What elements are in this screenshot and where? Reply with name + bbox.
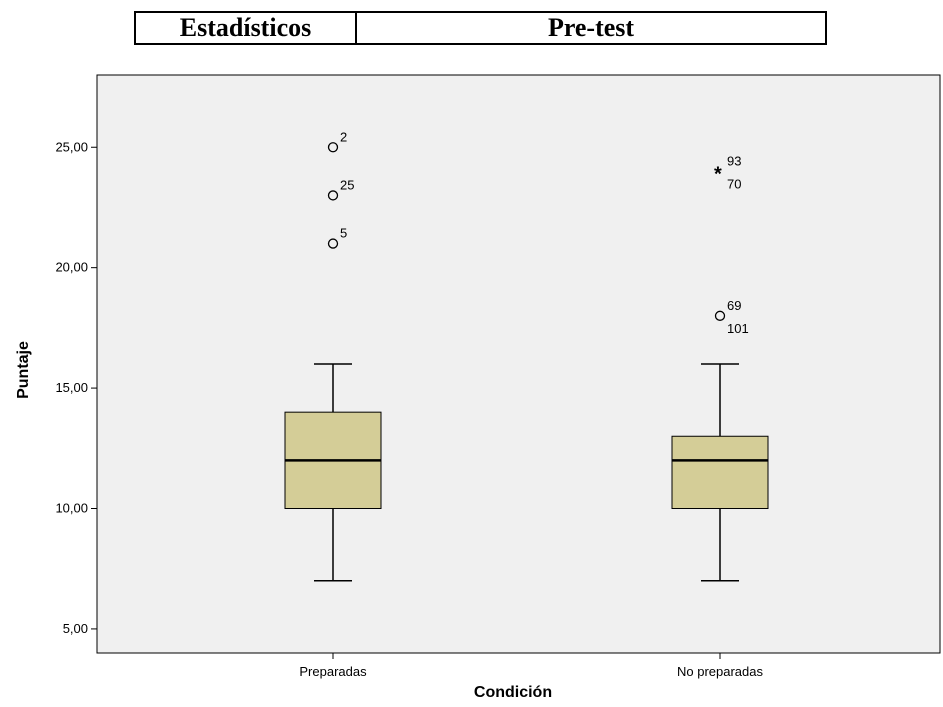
x-axis-title: Condición: [474, 684, 552, 701]
y-tick-label: 15,00: [55, 380, 88, 395]
header-statistics-label: Estadísticos: [136, 13, 357, 43]
y-tick-label: 10,00: [55, 501, 88, 516]
outlier-label: 101: [727, 321, 749, 336]
box-group: 2 25 5: [284, 129, 382, 582]
outlier-star: *: [714, 163, 722, 185]
header-pretest-label: Pre-test: [547, 13, 635, 42]
y-tick-label: 20,00: [55, 260, 88, 275]
y-axis-title: Puntaje: [15, 341, 32, 399]
plot-area: [96, 74, 941, 654]
y-tick-label: 5,00: [63, 621, 88, 636]
outlier-label: 25: [340, 177, 354, 192]
outlier-circle: [327, 238, 339, 249]
box: [671, 435, 769, 509]
y-tick-label: 25,00: [55, 139, 88, 154]
outlier-label: 5: [340, 226, 347, 241]
x-category-label: No preparadas: [677, 664, 763, 679]
outlier-label: 2: [340, 129, 347, 144]
x-category-label: Preparadas: [299, 664, 367, 679]
outlier-label: 70: [727, 176, 741, 191]
header-table: Estadísticos Pre-test: [134, 11, 827, 45]
y-axis: 5,00 10,00 15,00 20,00 25,00: [55, 139, 97, 636]
x-axis: Preparadas No preparadas: [299, 653, 763, 679]
outlier-circle: [714, 310, 726, 321]
boxes: 2 25 5 * 93 70 69 101: [284, 129, 769, 582]
outlier-label: 69: [727, 298, 741, 313]
outlier-circle: [327, 142, 339, 153]
outlier-circle: [327, 190, 339, 201]
outlier-label: 93: [727, 153, 741, 168]
box-group: * 93 70 69 101: [671, 153, 769, 582]
